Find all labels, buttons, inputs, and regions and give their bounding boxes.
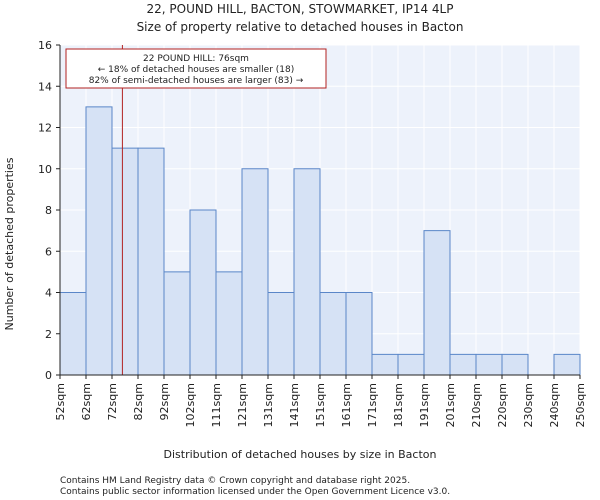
bar-161sqm bbox=[345, 292, 373, 376]
x-tick-label-210sqm: 210sqm bbox=[470, 383, 483, 427]
x-tick-label-92sqm: 92sqm bbox=[158, 383, 171, 420]
x-tick-label-62sqm: 62sqm bbox=[80, 383, 93, 420]
annotation-frame bbox=[65, 48, 327, 89]
x-tick-labels: 52sqm 62sqm 72sqm 82sqm 92sqm 102sqm 111sqm 121… bbox=[54, 375, 587, 427]
x-tick-label-201sqm: 201sqm bbox=[444, 383, 457, 427]
bar-82sqm bbox=[137, 147, 165, 376]
bar-141sqm bbox=[293, 168, 321, 376]
x-axis-label: Distribution of detached houses by size … bbox=[164, 448, 437, 461]
x-tick-label-220sqm: 220sqm bbox=[496, 383, 509, 427]
bar-92sqm bbox=[163, 271, 191, 376]
x-tick-label-121sqm: 121sqm bbox=[236, 383, 249, 427]
footer-line-1: Contains HM Land Registry data © Crown c… bbox=[60, 476, 410, 486]
bar-151sqm bbox=[319, 292, 347, 376]
bar-121sqm bbox=[241, 168, 269, 376]
y-tick-labels: 0 2 4 6 8 10 12 14 16 bbox=[38, 39, 60, 382]
y-tick-label-0: 0 bbox=[45, 369, 52, 382]
y-tick-label-10: 10 bbox=[38, 163, 52, 176]
bar-72sqm bbox=[111, 147, 139, 376]
y-axis-label: Number of detached properties bbox=[3, 157, 16, 330]
footer-line-2: Contains public sector information licen… bbox=[60, 487, 450, 497]
y-tick-label-16: 16 bbox=[38, 39, 52, 52]
bar-111sqm bbox=[215, 271, 243, 376]
y-tick-label-8: 8 bbox=[45, 204, 52, 217]
x-tick-label-72sqm: 72sqm bbox=[106, 383, 119, 420]
y-tick-label-2: 2 bbox=[45, 328, 52, 341]
y-tick-label-14: 14 bbox=[38, 80, 52, 93]
annotation-box: 22 POUND HILL: 76sqm ← 18% of detached h… bbox=[65, 48, 327, 89]
bar-220sqm bbox=[501, 353, 529, 376]
x-tick-label-102sqm: 102sqm bbox=[184, 383, 197, 427]
x-tick-label-161sqm: 161sqm bbox=[340, 383, 353, 427]
bar-181sqm bbox=[397, 353, 425, 376]
y-tick-label-6: 6 bbox=[45, 245, 52, 258]
x-tick-label-191sqm: 191sqm bbox=[418, 383, 431, 427]
x-tick-label-52sqm: 52sqm bbox=[54, 383, 67, 420]
x-tick-label-131sqm: 131sqm bbox=[262, 383, 275, 427]
bar-171sqm bbox=[371, 353, 399, 376]
annotation-line-1: 22 POUND HILL: 76sqm bbox=[143, 54, 249, 64]
x-tick-label-151sqm: 151sqm bbox=[314, 383, 327, 427]
bars bbox=[59, 106, 581, 376]
y-tick-label-4: 4 bbox=[45, 287, 52, 300]
bar-131sqm bbox=[267, 292, 295, 376]
x-tick-label-230sqm: 230sqm bbox=[522, 383, 535, 427]
x-tick-label-171sqm: 171sqm bbox=[366, 383, 379, 427]
annotation-line-3: 82% of semi-detached houses are larger (… bbox=[89, 76, 304, 86]
chart-subtitle: Size of property relative to detached ho… bbox=[137, 20, 464, 34]
chart-title: 22, POUND HILL, BACTON, STOWMARKET, IP14… bbox=[147, 2, 454, 16]
bar-62sqm bbox=[85, 106, 113, 376]
x-tick-label-250sqm: 250sqm bbox=[574, 383, 587, 427]
x-tick-label-82sqm: 82sqm bbox=[132, 383, 145, 420]
bar-210sqm bbox=[475, 353, 503, 376]
x-tick-label-141sqm: 141sqm bbox=[288, 383, 301, 427]
y-tick-label-12: 12 bbox=[38, 122, 52, 135]
bar-52sqm bbox=[59, 292, 87, 376]
x-tick-label-111sqm: 111sqm bbox=[210, 383, 223, 427]
bar-201sqm bbox=[449, 353, 477, 376]
bar-191sqm bbox=[423, 230, 451, 376]
x-tick-label-181sqm: 181sqm bbox=[392, 383, 405, 427]
bar-240sqm bbox=[553, 353, 581, 376]
bar-102sqm bbox=[189, 209, 217, 376]
annotation-line-2: ← 18% of detached houses are smaller (18… bbox=[98, 65, 295, 75]
x-tick-label-240sqm: 240sqm bbox=[548, 383, 561, 427]
